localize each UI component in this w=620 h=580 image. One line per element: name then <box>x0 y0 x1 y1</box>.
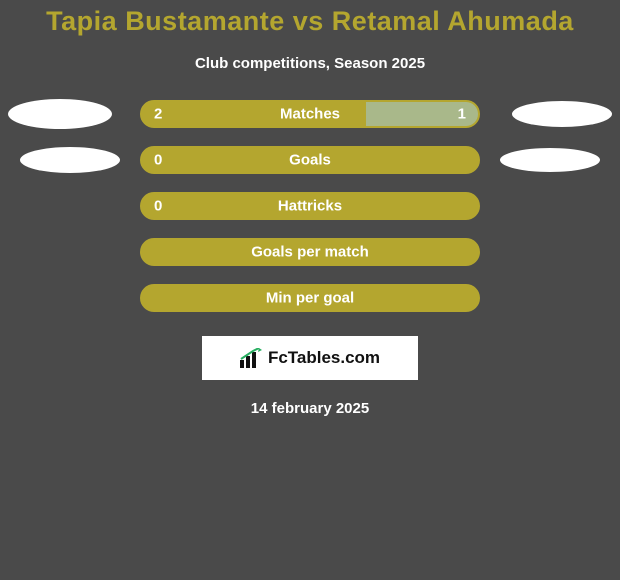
stat-row: Hattricks0 <box>0 192 620 220</box>
logo-bars-icon <box>240 348 262 368</box>
bar-left-fill <box>142 148 478 172</box>
bar-track: Goals per match <box>140 238 480 266</box>
bar-rows: Matches21 Goals0 Hattricks0 Goals per match… <box>0 100 620 312</box>
logo-box: FcTables.com <box>202 336 418 380</box>
stat-row: Matches21 <box>0 100 620 128</box>
left-ellipse <box>8 99 112 129</box>
bar-left-fill <box>142 102 366 126</box>
bar-left-fill <box>142 286 478 310</box>
subtitle: Club competitions, Season 2025 <box>0 55 620 72</box>
left-ellipse <box>20 147 120 173</box>
bar-track: Matches21 <box>140 100 480 128</box>
bar-track: Min per goal <box>140 284 480 312</box>
stat-row: Goals per match <box>0 238 620 266</box>
right-ellipse <box>500 148 600 172</box>
bar-left-fill <box>142 240 478 264</box>
logo-text: FcTables.com <box>268 348 380 368</box>
page-title: Tapia Bustamante vs Retamal Ahumada <box>0 6 620 37</box>
logo-inner: FcTables.com <box>240 348 380 368</box>
date-text: 14 february 2025 <box>0 400 620 417</box>
comparison-infographic: Tapia Bustamante vs Retamal Ahumada Club… <box>0 0 620 580</box>
stat-row: Min per goal <box>0 284 620 312</box>
bar-left-fill <box>142 194 478 218</box>
bar-track: Hattricks0 <box>140 192 480 220</box>
stat-row: Goals0 <box>0 146 620 174</box>
right-ellipse <box>512 101 612 127</box>
bar-right-fill <box>366 102 478 126</box>
bar-track: Goals0 <box>140 146 480 174</box>
